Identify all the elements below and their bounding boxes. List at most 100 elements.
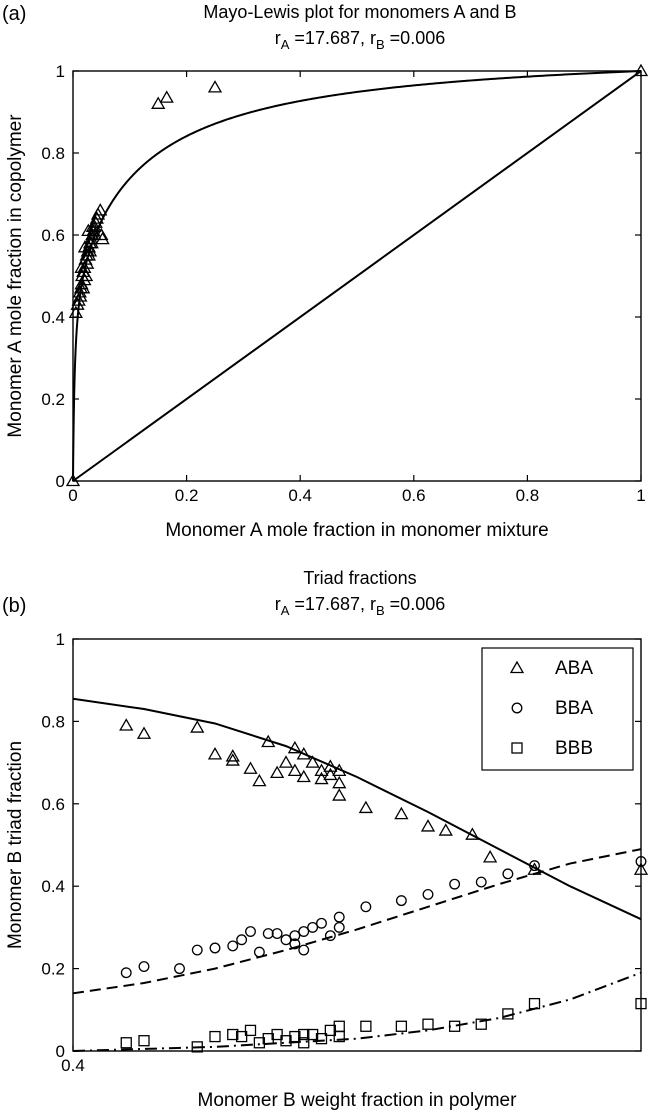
panel-a-y-tick-label: 0.6 [41, 226, 65, 245]
data-point-aba [207, 747, 223, 760]
data-point [87, 227, 102, 241]
panel-b-points [119, 718, 649, 1053]
data-point-aba [465, 827, 480, 840]
panel-a-subtitle: rA =17.687, rB =0.006 [275, 28, 445, 52]
panel-b-xlabel: Monomer B weight fraction in polymer [198, 1090, 518, 1111]
data-point-bbb [528, 997, 541, 1010]
data-point-aba [633, 862, 649, 875]
panel-a-y-tick-label: 0 [56, 472, 65, 491]
panel-b-ylabel: Monomer B triad fraction [5, 741, 26, 949]
data-point-bba [324, 930, 336, 942]
data-point-bba [209, 942, 221, 954]
data-point-aba [278, 755, 294, 768]
data-point-aba [323, 759, 338, 772]
legend-marker-aba [509, 660, 525, 674]
panel-a-label: (a) [2, 3, 26, 25]
data-point-bba [422, 888, 434, 900]
panel-b-label: (b) [2, 595, 26, 617]
data-point-aba [136, 726, 152, 739]
data-point-bbb [324, 1024, 337, 1037]
fit-curve-bbb [72, 971, 642, 1052]
data-point-bba [120, 967, 132, 979]
panel-b: (b) Triad fractions rA =17.687, rB =0.00… [2, 568, 649, 1111]
data-point [65, 473, 81, 487]
data-point-bba [138, 961, 150, 972]
legend-label-bba: BBA [555, 698, 593, 719]
panel-a-lines [72, 70, 642, 482]
panel-b-subtitle: rA =17.687, rB =0.006 [275, 594, 445, 618]
data-point-aba [332, 788, 347, 801]
data-point [207, 80, 223, 93]
data-point-bba [502, 868, 514, 880]
data-point-aba [261, 734, 276, 748]
legend-label-bbb: BBB [555, 738, 593, 759]
data-point-bba [298, 944, 310, 956]
data-point-aba [358, 800, 373, 814]
data-point-aba [438, 823, 453, 836]
data-point-bba [236, 934, 248, 946]
diagonal-line [72, 70, 642, 482]
panel-b-x-tick-label: 0.4 [61, 1056, 85, 1075]
data-point-aba [252, 773, 267, 787]
data-point [81, 223, 96, 237]
data-point-bba [227, 940, 239, 952]
data-point-bba [449, 878, 461, 890]
data-point-bba [635, 856, 647, 867]
data-point-bbb [422, 1018, 434, 1030]
panel-a-x-tick-label: 1 [636, 486, 645, 505]
data-point [74, 260, 89, 273]
panel-b-y-tick-label: 0.8 [41, 712, 65, 731]
data-point-bbb [271, 1028, 283, 1041]
data-point-aba [332, 763, 347, 776]
data-point-bba [333, 921, 345, 933]
legend-marker-bbb [511, 742, 523, 754]
data-point [70, 297, 85, 310]
data-point-aba [287, 740, 302, 754]
data-point-bbb [448, 1020, 461, 1032]
data-point [82, 244, 98, 257]
data-point-bba [298, 926, 310, 937]
legend-label-aba: ABA [555, 658, 593, 679]
data-point-bbb [475, 1018, 487, 1030]
data-point [72, 285, 87, 298]
panel-b-axes [72, 638, 642, 1052]
data-point-aba [243, 761, 258, 774]
data-point-aba [420, 819, 436, 832]
data-point-bba [262, 928, 274, 940]
data-point [93, 203, 108, 216]
data-point-bbb [262, 1032, 274, 1045]
panel-b-y-tick-label: 0.4 [41, 877, 65, 896]
panel-a-ticks: 0 0.2 0.4 0.6 0.8 1 0 0.2 0.4 0.6 0.8 1 [41, 62, 645, 505]
data-point-aba [119, 718, 134, 731]
data-point [78, 268, 94, 282]
panel-a-x-tick-label: 0.6 [402, 486, 426, 505]
data-point-aba [287, 763, 302, 776]
data-point-bbb [298, 1028, 310, 1041]
data-point [94, 227, 109, 241]
panel-b-lines [72, 697, 642, 1052]
data-point-bbb [253, 1037, 266, 1049]
data-point [159, 90, 174, 103]
fit-curve-aba [72, 697, 642, 921]
data-point-bba [529, 860, 540, 872]
data-point-bbb [227, 1028, 239, 1041]
panel-a-x-tick-label: 0.8 [516, 486, 540, 505]
panel-a: (a) Mayo-Lewis plot for monomers A and B… [2, 2, 649, 541]
panel-a-xlabel: Monomer A mole fraction in monomer mixtu… [165, 520, 548, 541]
data-point [84, 235, 99, 249]
data-point-bba [475, 876, 487, 888]
data-point-aba [305, 755, 320, 768]
data-point-bbb [502, 1008, 514, 1020]
data-point [73, 289, 88, 302]
panel-a-axes [72, 70, 642, 482]
panel-b-y-tick-label: 0.2 [41, 960, 65, 979]
panel-a-y-tick-label: 0.8 [41, 144, 65, 163]
data-point-aba [270, 765, 285, 779]
fit-curve-bba [72, 848, 642, 995]
data-point-bba [360, 901, 372, 913]
panel-a-ylabel: Monomer A mole fraction in copolymer [5, 114, 26, 438]
data-point-bba [316, 917, 327, 929]
data-point-aba [332, 775, 347, 789]
data-point [80, 256, 95, 269]
